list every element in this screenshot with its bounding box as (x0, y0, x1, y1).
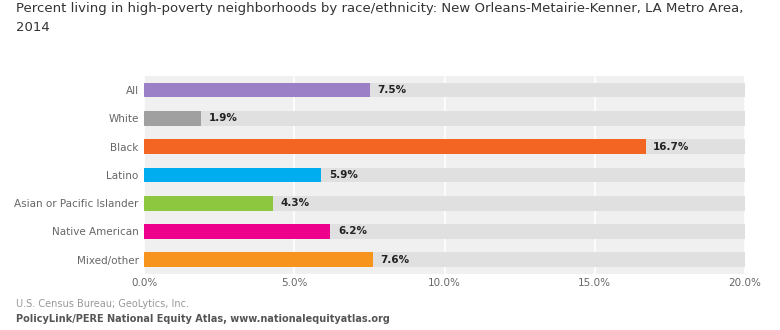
Bar (144, 111, 201, 126)
Bar (144, 168, 321, 182)
Text: 6.2%: 6.2% (338, 226, 367, 237)
Bar (144, 252, 745, 267)
Text: 5.9%: 5.9% (329, 170, 358, 180)
Text: U.S. Census Bureau; GeoLytics, Inc.: U.S. Census Bureau; GeoLytics, Inc. (16, 299, 189, 309)
Bar (144, 168, 745, 182)
Bar (144, 139, 745, 154)
Text: Percent living in high-poverty neighborhoods by race/ethnicity: New Orleans-Meta: Percent living in high-poverty neighborh… (16, 2, 743, 15)
Text: 7.6%: 7.6% (380, 255, 410, 265)
Text: 4.3%: 4.3% (281, 198, 310, 208)
Text: 2014: 2014 (16, 21, 49, 34)
Bar (144, 224, 331, 239)
Text: 16.7%: 16.7% (654, 142, 690, 151)
Bar (144, 196, 274, 211)
Bar (144, 224, 745, 239)
Bar (144, 139, 646, 154)
Text: 1.9%: 1.9% (209, 113, 238, 123)
Bar (144, 83, 745, 97)
Text: PolicyLink/PERE National Equity Atlas, www.nationalequityatlas.org: PolicyLink/PERE National Equity Atlas, w… (16, 314, 389, 324)
Bar (144, 83, 370, 97)
Bar (144, 252, 373, 267)
Bar (144, 196, 745, 211)
Bar (144, 111, 745, 126)
Text: 7.5%: 7.5% (377, 85, 406, 95)
